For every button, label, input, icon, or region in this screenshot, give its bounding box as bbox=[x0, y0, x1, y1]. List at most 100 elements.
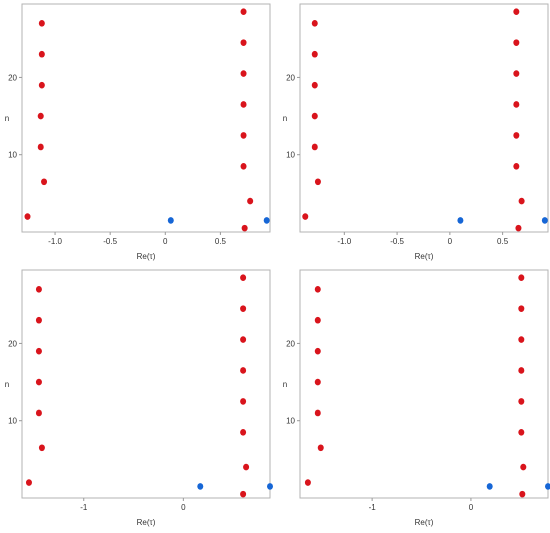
red-point bbox=[518, 367, 525, 374]
red-point bbox=[518, 197, 525, 205]
red-point bbox=[35, 316, 42, 324]
panel-bottom-right: -1 0 10 20 Re(τ) n bbox=[283, 269, 550, 527]
red-point bbox=[35, 286, 42, 293]
x-tick-label: 0 bbox=[181, 503, 186, 512]
blue-point bbox=[457, 217, 464, 224]
red-point bbox=[240, 274, 247, 282]
red-point bbox=[311, 20, 318, 27]
red-point bbox=[37, 112, 44, 120]
y-axis-label: n bbox=[283, 380, 287, 389]
red-point bbox=[311, 112, 318, 120]
blue-point bbox=[167, 217, 174, 224]
red-point bbox=[518, 429, 525, 436]
x-tick-label: 0 bbox=[448, 237, 453, 246]
red-point bbox=[38, 81, 45, 89]
blue-point bbox=[486, 483, 493, 490]
x-tick-label: -0.5 bbox=[103, 237, 117, 246]
red-point bbox=[302, 213, 309, 220]
blue-point bbox=[541, 217, 548, 224]
plot-frame bbox=[299, 269, 549, 499]
red-point bbox=[240, 70, 247, 77]
red-point bbox=[518, 398, 525, 405]
blue-point bbox=[263, 217, 270, 224]
red-point bbox=[314, 178, 321, 186]
red-point bbox=[240, 8, 247, 16]
y-tick-label: 20 bbox=[286, 339, 295, 348]
x-tick-label: 0.5 bbox=[497, 237, 509, 246]
x-tick-label: -1.0 bbox=[337, 237, 351, 246]
red-point bbox=[314, 378, 321, 386]
y-tick-label: 10 bbox=[286, 151, 295, 160]
panel-bottom-left: -1 0 10 20 Re(τ) n bbox=[5, 269, 273, 527]
red-point bbox=[314, 409, 321, 417]
y-tick-label: 10 bbox=[286, 417, 295, 426]
plot-frame bbox=[299, 3, 549, 233]
panel-top-left: -1.0 -0.5 0 0.5 10 20 Re(τ) n bbox=[5, 3, 271, 261]
y-tick-label: 10 bbox=[8, 417, 17, 426]
y-tick-label: 20 bbox=[286, 73, 295, 82]
red-point bbox=[314, 286, 321, 293]
blue-point bbox=[197, 483, 204, 490]
red-point bbox=[24, 213, 31, 220]
red-point bbox=[515, 224, 522, 232]
red-point bbox=[35, 378, 42, 386]
y-axis-label: n bbox=[283, 114, 287, 123]
x-axis-label: Re(τ) bbox=[137, 518, 156, 527]
red-point bbox=[513, 39, 520, 46]
red-point bbox=[38, 50, 45, 58]
red-point bbox=[240, 429, 247, 436]
red-point bbox=[317, 444, 324, 452]
x-tick-label: -1.0 bbox=[48, 237, 62, 246]
red-point bbox=[513, 8, 520, 16]
red-point bbox=[240, 305, 247, 312]
red-point bbox=[518, 274, 525, 282]
y-tick-label: 20 bbox=[8, 339, 17, 348]
red-point bbox=[240, 39, 247, 46]
red-point bbox=[513, 101, 520, 108]
x-tick-label: 0.5 bbox=[215, 237, 227, 246]
red-point bbox=[518, 336, 525, 343]
red-point bbox=[304, 479, 311, 486]
blue-point bbox=[545, 483, 550, 490]
x-axis-label: Re(τ) bbox=[137, 252, 156, 261]
x-tick-label: -1 bbox=[80, 503, 88, 512]
red-point bbox=[240, 101, 247, 108]
plot-frame bbox=[21, 3, 271, 233]
plot-frame bbox=[21, 269, 271, 499]
red-point bbox=[513, 70, 520, 77]
red-point bbox=[25, 479, 32, 486]
red-point bbox=[243, 463, 250, 471]
red-point bbox=[513, 163, 520, 170]
red-point bbox=[240, 367, 247, 374]
red-point bbox=[513, 132, 520, 139]
red-point bbox=[35, 409, 42, 417]
red-point bbox=[520, 463, 527, 471]
x-axis-label: Re(τ) bbox=[415, 252, 434, 261]
y-axis-label: n bbox=[5, 380, 9, 389]
x-axis-label: Re(τ) bbox=[415, 518, 434, 527]
y-tick-label: 10 bbox=[8, 151, 17, 160]
red-point bbox=[41, 178, 48, 186]
red-point bbox=[241, 224, 248, 232]
blue-point bbox=[267, 483, 273, 490]
red-point bbox=[240, 490, 247, 498]
x-tick-label: -1 bbox=[369, 503, 377, 512]
x-tick-label: -0.5 bbox=[390, 237, 404, 246]
red-point bbox=[519, 490, 526, 498]
y-tick-label: 20 bbox=[8, 73, 17, 82]
panel-top-right: -1.0 -0.5 0 0.5 10 20 Re(τ) n bbox=[283, 3, 549, 261]
red-point bbox=[240, 163, 247, 170]
red-point bbox=[37, 143, 44, 151]
red-point bbox=[311, 50, 318, 58]
y-axis-label: n bbox=[5, 114, 9, 123]
red-point bbox=[240, 132, 247, 139]
x-tick-label: 0 bbox=[163, 237, 168, 246]
red-point bbox=[240, 398, 247, 405]
red-point bbox=[314, 316, 321, 324]
red-point bbox=[38, 444, 45, 452]
red-point bbox=[240, 336, 247, 343]
red-point bbox=[311, 81, 318, 89]
red-point bbox=[247, 197, 254, 205]
red-point bbox=[38, 20, 45, 27]
